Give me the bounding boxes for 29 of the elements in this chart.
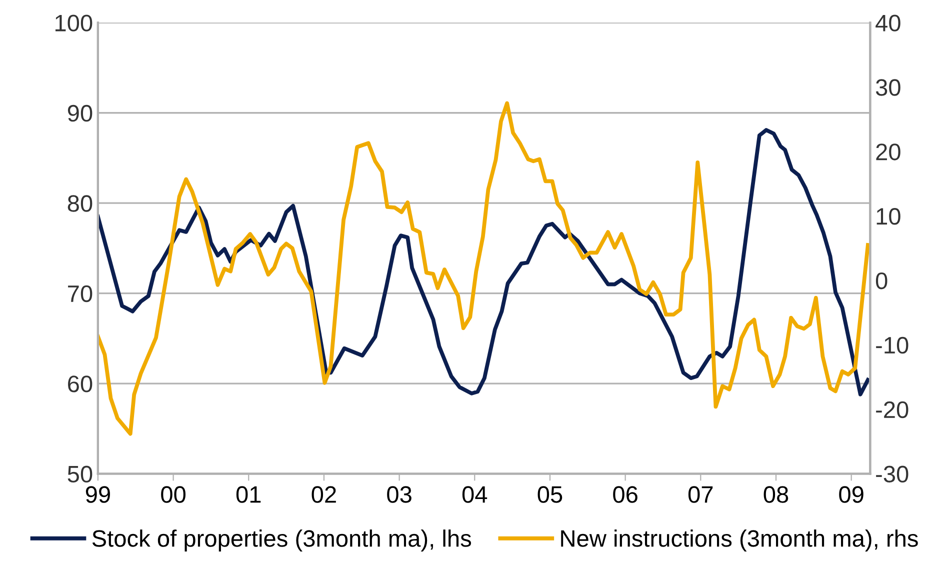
legend-label: Stock of properties (3month ma), lhs: [92, 530, 472, 552]
y-tick-label: 50: [68, 466, 92, 483]
x-tick-label: 06: [613, 486, 638, 503]
line-series: [98, 101, 870, 436]
x-tick-label: 01: [236, 486, 261, 503]
x-tick-label: 03: [387, 486, 412, 503]
y2-tick-label: 30: [876, 79, 900, 96]
y2-tick-label: -30: [876, 466, 908, 483]
y-tick-label: 60: [68, 376, 92, 392]
x-tick-label: 02: [312, 486, 336, 503]
y2-tick-label: -10: [876, 336, 908, 354]
y-tick-label: 100: [56, 14, 92, 32]
x-tick-label: 09: [839, 486, 864, 503]
y2-tick-label: 40: [876, 14, 900, 32]
y-tick-label: 80: [68, 195, 92, 212]
y-tick-label: 70: [68, 285, 92, 302]
y-tick-label: 90: [68, 104, 92, 122]
x-tick-label: 08: [764, 486, 788, 503]
y2-tick-label: 20: [876, 144, 900, 160]
x-tick-label: 04: [462, 486, 488, 503]
line-series: [98, 128, 870, 396]
y2-tick-label: 10: [876, 208, 900, 225]
x-tick-label: 99: [86, 486, 110, 503]
legend-label: New instructions (3month ma), rhs: [561, 530, 918, 552]
y2-tick-label: 0: [876, 272, 888, 290]
x-tick-label: 05: [538, 486, 562, 503]
y2-tick-label: -20: [876, 401, 908, 418]
x-tick-label: 00: [161, 486, 186, 503]
x-tick-label: 07: [688, 486, 713, 503]
